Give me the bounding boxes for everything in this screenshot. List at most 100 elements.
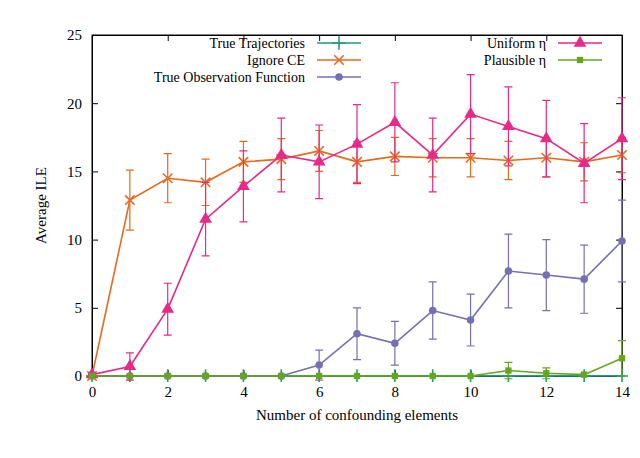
y-axis-tick-label: 5 bbox=[75, 300, 83, 316]
error-bar bbox=[391, 321, 399, 365]
series bbox=[88, 341, 626, 380]
data-point bbox=[543, 370, 549, 376]
y-axis-tick: 15 bbox=[67, 164, 98, 180]
data-point bbox=[199, 212, 212, 223]
legend-marker bbox=[574, 36, 587, 47]
data-point bbox=[505, 367, 511, 373]
data-point bbox=[505, 267, 513, 275]
data-point bbox=[88, 372, 96, 380]
data-point bbox=[467, 316, 475, 324]
legend-label: Uniform η bbox=[487, 36, 546, 51]
x-axis-tick: 6 bbox=[316, 370, 324, 400]
y-axis-tick-label: 20 bbox=[67, 96, 82, 112]
data-point bbox=[464, 107, 477, 118]
data-point bbox=[353, 330, 361, 338]
error-bar bbox=[542, 240, 550, 311]
x-axis-tick-label: 6 bbox=[316, 384, 324, 400]
x-axis-top-tick bbox=[471, 35, 472, 41]
data-point bbox=[240, 373, 246, 379]
error-bar bbox=[542, 368, 550, 379]
series-line bbox=[92, 241, 622, 376]
x-axis-tick-label: 12 bbox=[539, 384, 554, 400]
data-point bbox=[313, 155, 326, 166]
x-axis-top-tick-mark bbox=[471, 35, 472, 41]
y-axis-tick-label: 25 bbox=[67, 27, 82, 43]
data-point bbox=[237, 179, 250, 190]
legend-label: True Observation Function bbox=[154, 70, 305, 85]
error-bar bbox=[353, 308, 361, 360]
data-point bbox=[391, 339, 399, 347]
data-point bbox=[124, 359, 137, 370]
error-bar bbox=[618, 200, 626, 282]
error-bar bbox=[164, 154, 172, 203]
y-axis-tick-mark bbox=[92, 240, 98, 241]
legend-item: True Observation Function bbox=[154, 70, 361, 85]
y-axis-tick-mark bbox=[92, 171, 98, 172]
data-point bbox=[430, 373, 436, 379]
x-axis-tick-label: 0 bbox=[89, 384, 97, 400]
x-axis-tick: 14 bbox=[615, 370, 631, 400]
x-axis-tick-label: 2 bbox=[164, 384, 172, 400]
y-axis-tick-mark bbox=[92, 103, 98, 104]
y-axis-tick: 20 bbox=[67, 96, 98, 112]
y-axis-title: Average ILE bbox=[33, 167, 49, 244]
x-axis-top-tick-mark bbox=[168, 35, 169, 41]
legend: True TrajectoriesIgnore CETrue Observati… bbox=[154, 36, 602, 85]
legend-item: Uniform η bbox=[487, 36, 602, 51]
series-layer bbox=[86, 75, 628, 382]
legend-item: Ignore CE bbox=[247, 53, 361, 68]
data-point bbox=[278, 373, 284, 379]
x-axis-tick: 2 bbox=[164, 370, 172, 400]
data-point bbox=[165, 373, 171, 379]
data-point bbox=[581, 371, 587, 377]
x-axis: 02468101214 bbox=[89, 370, 631, 400]
error-bar bbox=[504, 362, 512, 378]
x-axis-top-tick-mark bbox=[395, 35, 396, 41]
y-axis-right-tick-mark bbox=[616, 35, 622, 36]
y-axis-right-tick bbox=[616, 35, 622, 36]
x-axis-top-tick bbox=[168, 35, 169, 41]
legend-marker bbox=[577, 57, 583, 63]
data-point bbox=[202, 372, 210, 380]
error-bar bbox=[467, 294, 475, 346]
error-bar bbox=[580, 245, 588, 313]
error-bar bbox=[618, 341, 626, 376]
data-point bbox=[389, 115, 402, 126]
legend-label: Ignore CE bbox=[247, 53, 305, 68]
legend-marker bbox=[332, 36, 345, 49]
y-axis-right-tick bbox=[616, 308, 622, 309]
data-point bbox=[354, 373, 360, 379]
data-point bbox=[240, 372, 248, 380]
data-point bbox=[466, 153, 475, 162]
series bbox=[88, 200, 626, 380]
data-point bbox=[540, 131, 553, 142]
data-point bbox=[275, 148, 288, 159]
y-axis-tick: 10 bbox=[67, 232, 98, 248]
x-axis-tick-label: 14 bbox=[615, 384, 631, 400]
data-point bbox=[578, 156, 591, 167]
x-axis-top-tick-mark bbox=[92, 35, 93, 41]
plot-frame bbox=[92, 35, 622, 376]
data-point bbox=[502, 119, 515, 130]
error-bar bbox=[126, 170, 134, 230]
x-axis-top-tick bbox=[92, 35, 93, 41]
data-point bbox=[619, 355, 625, 361]
y-axis-line bbox=[93, 36, 99, 377]
data-point bbox=[161, 302, 174, 313]
series bbox=[86, 369, 628, 382]
x-axis-title: Number of confounding elements bbox=[256, 407, 458, 423]
data-point bbox=[351, 137, 364, 148]
series bbox=[86, 75, 628, 381]
plot-area: 024681012140510152025 bbox=[67, 27, 631, 399]
error-bar bbox=[504, 234, 512, 308]
y-axis-right-tick-mark bbox=[616, 308, 622, 309]
data-point bbox=[618, 237, 626, 245]
data-point bbox=[163, 173, 172, 182]
data-point bbox=[316, 373, 322, 379]
error-bar bbox=[315, 350, 323, 380]
x-axis-top-tick bbox=[395, 35, 396, 41]
y-axis: 0510152025 bbox=[67, 27, 98, 384]
data-point bbox=[127, 373, 133, 379]
x-axis-tick-label: 4 bbox=[240, 384, 248, 400]
data-point bbox=[580, 275, 588, 283]
